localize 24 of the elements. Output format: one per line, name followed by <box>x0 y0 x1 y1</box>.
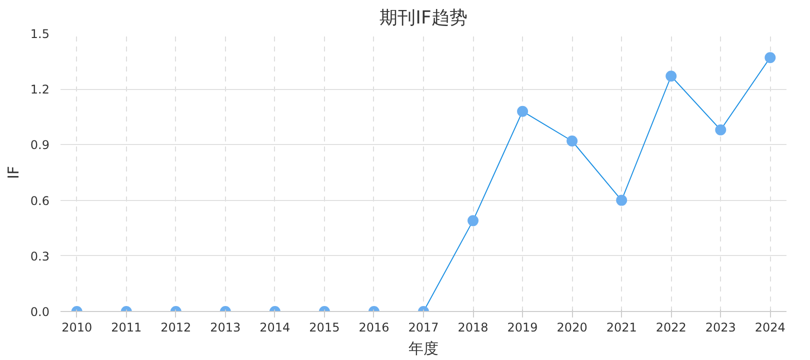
y-tick-label: 1.2 <box>30 82 50 97</box>
y-axis-title: IF <box>4 166 22 180</box>
x-tick-label: 2014 <box>260 320 290 334</box>
x-tick-label: 2011 <box>111 320 142 334</box>
x-tick-label: 2024 <box>754 320 786 334</box>
x-tick-label: 2016 <box>358 320 390 334</box>
x-tick-label: 2010 <box>62 320 92 334</box>
y-tick-label: 0.6 <box>30 194 50 208</box>
chart-title: 期刊IF趋势 <box>380 8 468 28</box>
x-tick-label: 2013 <box>210 320 241 334</box>
y-tick-label: 0.3 <box>30 249 50 264</box>
x-tick-label: 2022 <box>656 320 686 334</box>
x-tick-label: 2012 <box>160 320 192 334</box>
x-tick-label: 2020 <box>556 320 588 334</box>
x-tick-label: 2021 <box>606 320 637 334</box>
y-tick-label: 1.5 <box>30 27 50 41</box>
x-tick-label: 2019 <box>507 320 538 334</box>
x-axis-title: 年度 <box>408 340 438 358</box>
y-tick-label: 0.9 <box>30 138 50 152</box>
y-tick-label: 0.0 <box>30 305 50 319</box>
x-tick-label: 2017 <box>408 320 439 334</box>
x-tick-label: 2018 <box>458 320 488 334</box>
x-tick-label: 2015 <box>309 320 340 334</box>
x-tick-label: 2023 <box>705 320 736 334</box>
